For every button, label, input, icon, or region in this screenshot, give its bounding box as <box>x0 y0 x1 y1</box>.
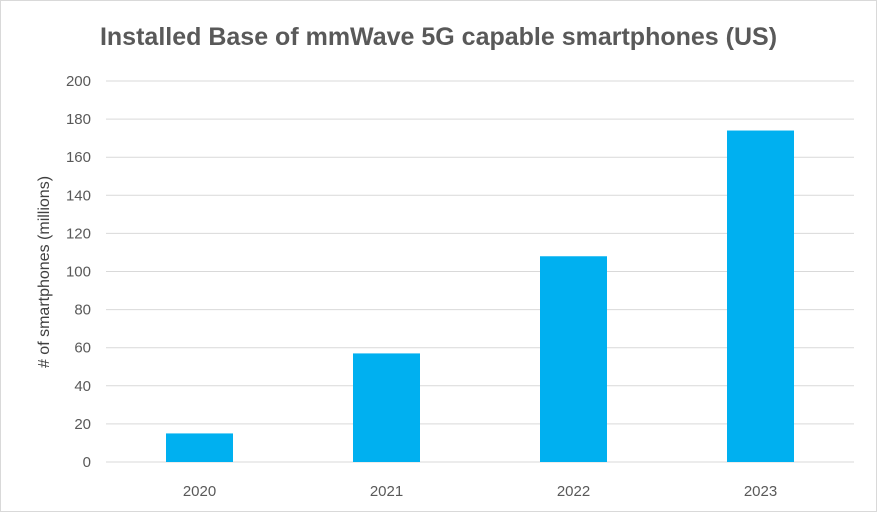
x-tick-label: 2023 <box>744 483 777 500</box>
y-tick-label: 20 <box>74 416 91 433</box>
gridlines <box>106 80 854 463</box>
y-tick-label: 180 <box>66 111 91 128</box>
bar-2021 <box>353 353 420 462</box>
y-tick-label: 60 <box>74 340 91 357</box>
bars <box>166 130 794 462</box>
x-tick-label: 2020 <box>183 483 216 500</box>
y-tick-label: 100 <box>66 264 91 281</box>
y-tick-label: 200 <box>66 73 91 90</box>
y-tick-label: 80 <box>74 302 91 319</box>
y-tick-label: 120 <box>66 225 91 242</box>
x-axis-ticks: 2020 2021 2022 2023 <box>183 483 777 500</box>
bar-2020 <box>166 433 233 462</box>
y-axis-ticks: 0 20 40 60 80 100 120 140 160 180 200 <box>66 73 91 471</box>
y-tick-label: 160 <box>66 149 91 166</box>
y-tick-label: 0 <box>83 454 91 471</box>
bar-2023 <box>727 130 794 462</box>
y-tick-label: 140 <box>66 187 91 204</box>
x-tick-label: 2021 <box>370 483 403 500</box>
x-tick-label: 2022 <box>557 483 590 500</box>
chart-title: Installed Base of mmWave 5G capable smar… <box>99 23 778 51</box>
y-axis-label: # of smartphones (millions) <box>36 176 53 368</box>
bar-2022 <box>540 256 607 462</box>
y-tick-label: 40 <box>74 378 91 395</box>
